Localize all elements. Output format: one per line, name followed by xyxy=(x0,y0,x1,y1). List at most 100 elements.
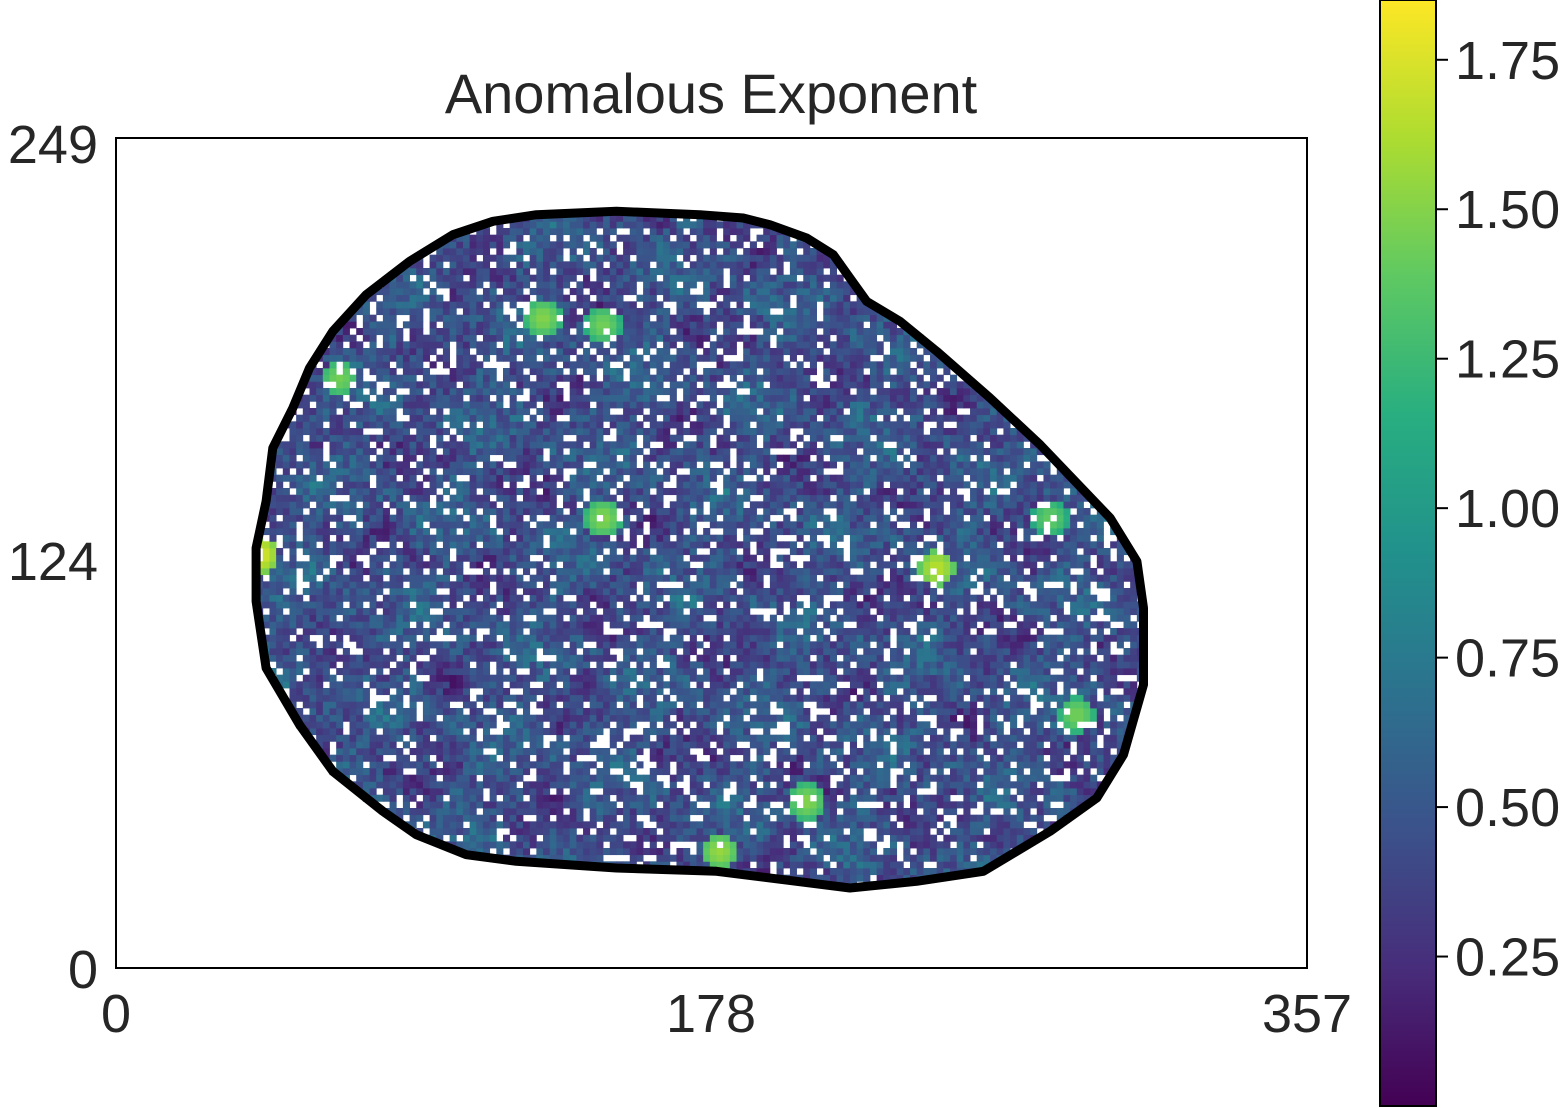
heatmap-cell xyxy=(449,281,457,289)
heatmap-cell xyxy=(422,488,430,496)
heatmap-cell xyxy=(536,601,544,609)
heatmap-cell xyxy=(362,521,370,529)
heatmap-cell xyxy=(509,734,517,742)
heatmap-cell xyxy=(429,314,437,322)
heatmap-cell xyxy=(402,514,410,522)
heatmap-cell xyxy=(563,341,571,349)
heatmap-cell xyxy=(683,288,691,296)
heatmap-cell xyxy=(289,641,297,649)
heatmap-cell xyxy=(529,514,537,522)
heatmap-cell xyxy=(436,701,444,709)
heatmap-cell xyxy=(676,534,684,542)
heatmap-cell xyxy=(462,348,471,356)
heatmap-cell xyxy=(382,701,390,709)
heatmap-cell xyxy=(629,801,637,809)
heatmap-cell xyxy=(683,661,691,669)
heatmap-cell xyxy=(402,381,410,389)
heatmap-cell xyxy=(449,668,457,676)
heatmap-cell xyxy=(302,614,310,622)
heatmap-cell xyxy=(349,521,357,529)
heatmap-cell xyxy=(696,494,704,502)
heatmap-cell xyxy=(382,488,390,496)
heatmap-cell xyxy=(269,501,277,509)
heatmap-cell xyxy=(583,648,591,656)
heatmap-cell xyxy=(489,548,497,556)
heatmap-cell xyxy=(689,261,697,269)
heatmap-cell xyxy=(349,481,357,489)
heatmap-cell xyxy=(502,228,511,236)
heatmap-cell xyxy=(556,788,564,796)
heatmap-cell xyxy=(656,614,664,622)
heatmap-cell xyxy=(296,561,304,569)
heatmap-cell xyxy=(696,508,704,516)
heatmap-cell xyxy=(349,694,357,702)
heatmap-cell xyxy=(382,568,390,576)
heatmap-cell xyxy=(536,388,544,396)
heatmap-cell xyxy=(696,448,704,456)
heatmap-cell xyxy=(329,481,337,489)
heatmap-cell xyxy=(349,668,357,676)
heatmap-cell xyxy=(549,414,557,422)
heatmap-cell xyxy=(376,468,384,476)
heatmap-cell xyxy=(376,301,384,309)
heatmap-cell xyxy=(703,601,711,609)
heatmap-cell xyxy=(549,674,557,682)
heatmap-cell xyxy=(589,281,597,289)
heatmap-cell xyxy=(516,248,524,256)
heatmap-cell xyxy=(636,488,644,496)
heatmap-cell xyxy=(716,594,724,602)
heatmap-cell xyxy=(583,548,591,556)
heatmap-cell xyxy=(309,701,317,709)
heatmap-cell xyxy=(389,301,397,309)
heatmap-cell xyxy=(603,241,611,249)
heatmap-cell xyxy=(696,241,704,249)
heatmap-cell xyxy=(576,381,584,389)
heatmap-cell xyxy=(556,448,564,456)
heatmap-cell xyxy=(449,374,457,382)
heatmap-cell xyxy=(442,461,451,469)
heatmap-cell xyxy=(476,608,484,616)
heatmap-cell xyxy=(616,434,624,442)
heatmap-cell xyxy=(576,588,584,596)
heatmap-cell xyxy=(576,241,584,249)
heatmap-cell xyxy=(476,314,484,322)
heatmap-cell xyxy=(402,354,410,362)
heatmap-cell xyxy=(349,441,357,449)
heatmap-cell xyxy=(496,841,504,849)
heatmap-cell xyxy=(616,828,624,836)
heatmap-cell xyxy=(676,674,684,682)
heatmap-cell xyxy=(703,621,711,629)
heatmap-cell xyxy=(456,608,464,616)
heatmap-cell xyxy=(563,408,571,416)
heatmap-cell xyxy=(669,334,677,342)
heatmap-cell xyxy=(516,401,524,409)
heatmap-cell xyxy=(456,774,464,782)
heatmap-cell xyxy=(496,748,504,756)
heatmap-cell xyxy=(629,814,637,822)
heatmap-cell xyxy=(689,468,697,476)
heatmap-cell xyxy=(583,774,591,782)
heatmap-cell xyxy=(362,774,370,782)
heatmap-cell xyxy=(402,808,410,816)
heatmap-cell xyxy=(416,514,424,522)
heatmap-cell xyxy=(449,788,457,796)
heatmap-cell xyxy=(329,588,337,596)
heatmap-cell xyxy=(416,741,424,749)
heatmap-cell xyxy=(616,834,624,842)
heatmap-cell xyxy=(322,534,330,542)
heatmap-cell xyxy=(709,594,717,602)
heatmap-cell xyxy=(603,774,611,782)
heatmap-cell xyxy=(589,474,597,482)
heatmap-cell xyxy=(482,308,491,316)
heatmap-cell xyxy=(549,394,557,402)
heatmap-cell xyxy=(422,774,430,782)
heatmap-cell xyxy=(369,608,377,616)
heatmap-cell xyxy=(289,628,297,636)
heatmap-cell xyxy=(663,294,671,302)
heatmap-cell xyxy=(369,628,377,636)
heatmap-cell xyxy=(316,701,324,709)
heatmap-cell xyxy=(576,521,584,529)
heatmap-cell xyxy=(683,548,691,556)
heatmap-cell xyxy=(449,541,457,549)
heatmap-cell xyxy=(462,808,471,816)
